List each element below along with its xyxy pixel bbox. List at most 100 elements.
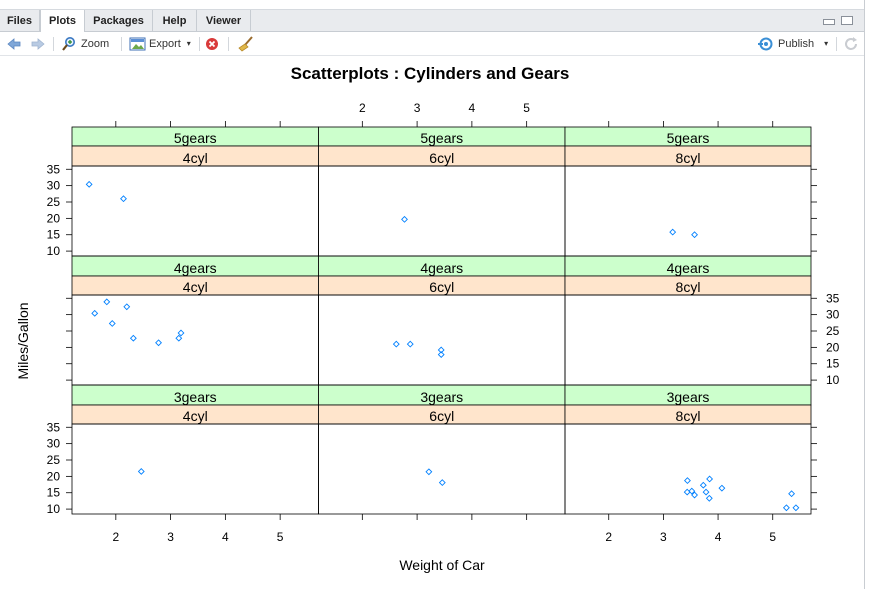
- data-point: [437, 351, 445, 359]
- y-tick-label-left: 20: [47, 469, 61, 483]
- clear-all-button[interactable]: [237, 36, 255, 52]
- data-point: [129, 334, 137, 342]
- y-axis-label: Miles/Gallon: [15, 302, 31, 379]
- y-tick-label-left: 35: [47, 162, 61, 176]
- panel-frame: [564, 294, 812, 386]
- x-tick-label-bottom: 2: [112, 530, 119, 544]
- data-point: [438, 479, 446, 487]
- data-point: [706, 475, 714, 483]
- panel-grid: 3gears 4cyl 3gears 6cyl 3gears 8cyl 4gears 4cyl…: [47, 101, 840, 544]
- data-point: [425, 468, 433, 476]
- toolbar-divider: [121, 37, 122, 51]
- chart-title: Scatterplots : Cylinders and Gears: [291, 64, 570, 83]
- publish-label: Publish: [778, 38, 815, 50]
- toolbar-divider: [836, 37, 837, 51]
- strip-gear-label: 4gears: [667, 260, 710, 276]
- tab-help[interactable]: Help: [153, 10, 197, 32]
- tab-viewer[interactable]: Viewer: [197, 10, 251, 32]
- strip-cyl-label: 6cyl: [429, 408, 454, 424]
- toolbar-divider: [199, 37, 200, 51]
- pane-tab-bar: Files Plots Packages Help Viewer: [0, 9, 864, 33]
- y-tick-label-right: 25: [826, 324, 840, 338]
- y-tick-label-right: 20: [826, 340, 840, 354]
- strip-gear-label: 5gears: [420, 130, 463, 146]
- data-point: [691, 491, 698, 499]
- y-tick-label-left: 35: [47, 420, 61, 434]
- data-point: [406, 340, 414, 348]
- data-point: [788, 490, 796, 498]
- data-point: [392, 340, 400, 348]
- data-point: [684, 477, 691, 485]
- strip-gear-label: 4gears: [420, 260, 463, 276]
- y-tick-label-left: 15: [47, 486, 61, 500]
- y-tick-label-left: 20: [47, 211, 61, 225]
- data-point: [702, 488, 710, 496]
- zoom-button[interactable]: Zoom: [61, 36, 109, 52]
- y-tick-label-right: 10: [826, 373, 840, 387]
- data-point: [137, 468, 145, 475]
- lattice-scatter-chart: Scatterplots : Cylinders and Gears Weigh…: [15, 64, 840, 573]
- maximize-icon[interactable]: [841, 16, 853, 25]
- remove-plot-button[interactable]: [205, 36, 219, 52]
- zoom-label: Zoom: [81, 38, 110, 50]
- strip-gear-label: 3gears: [667, 389, 710, 405]
- strip-cyl-label: 6cyl: [429, 279, 454, 295]
- strip-gear-label: 5gears: [667, 130, 710, 146]
- strip-cyl-label: 4cyl: [183, 150, 208, 166]
- plots-toolbar: Zoom Export ▾ Publish ▾: [0, 32, 864, 56]
- y-tick-label-right: 15: [826, 357, 840, 371]
- data-point: [108, 320, 116, 327]
- y-tick-label-left: 15: [47, 228, 61, 242]
- publish-button[interactable]: Publish ▾: [757, 36, 828, 52]
- toolbar-divider: [228, 37, 229, 51]
- back-button[interactable]: [6, 36, 22, 52]
- tab-files[interactable]: Files: [0, 10, 40, 32]
- panel-frame: [564, 423, 812, 515]
- x-tick-label-top: 3: [414, 101, 421, 115]
- data-point: [792, 504, 800, 512]
- dropdown-arrow-icon: ▾: [186, 39, 191, 48]
- data-point: [123, 303, 131, 311]
- panel-frame: [71, 423, 319, 515]
- x-tick-label-top: 2: [359, 101, 366, 115]
- arrow-right-icon: [31, 38, 45, 50]
- strip-gear-label: 3gears: [174, 389, 217, 405]
- panel-frame: [318, 165, 566, 257]
- x-tick-label-bottom: 4: [222, 530, 229, 544]
- refresh-button[interactable]: [843, 36, 859, 52]
- forward-button[interactable]: [30, 36, 46, 52]
- y-tick-label-left: 30: [47, 437, 61, 451]
- strip-cyl-label: 8cyl: [676, 150, 701, 166]
- plot-viewport: Scatterplots : Cylinders and Gears Weigh…: [0, 56, 864, 589]
- tab-packages[interactable]: Packages: [85, 10, 153, 32]
- y-tick-label-right: 35: [826, 291, 840, 305]
- export-menu-button[interactable]: Export ▾: [129, 36, 191, 52]
- y-tick-label-left: 10: [47, 244, 61, 258]
- strip-gear-label: 5gears: [174, 130, 217, 146]
- x-tick-label-bottom: 3: [167, 530, 174, 544]
- data-point: [691, 231, 698, 239]
- y-tick-label-left: 25: [47, 453, 61, 467]
- strip-cyl-label: 8cyl: [676, 279, 701, 295]
- minimize-icon[interactable]: [823, 19, 835, 25]
- data-point: [437, 346, 445, 354]
- panel-frame: [71, 294, 319, 386]
- data-point: [401, 215, 408, 223]
- data-point: [155, 339, 162, 347]
- dropdown-arrow-icon: ▾: [824, 39, 829, 48]
- x-tick-label-top: 4: [469, 101, 476, 115]
- data-point: [683, 488, 691, 496]
- tab-plots[interactable]: Plots: [40, 10, 85, 33]
- x-axis-label: Weight of Car: [399, 557, 485, 573]
- strip-gear-label: 3gears: [420, 389, 463, 405]
- panel-frame: [318, 294, 566, 386]
- data-point: [705, 494, 713, 502]
- panel-frame: [318, 423, 566, 515]
- x-tick-label-bottom: 2: [605, 530, 612, 544]
- y-tick-label-left: 25: [47, 195, 61, 209]
- zoom-magnifier-icon: [62, 37, 75, 51]
- broom-icon: [238, 36, 253, 52]
- x-tick-label-bottom: 5: [277, 530, 284, 544]
- export-label: Export: [149, 38, 181, 50]
